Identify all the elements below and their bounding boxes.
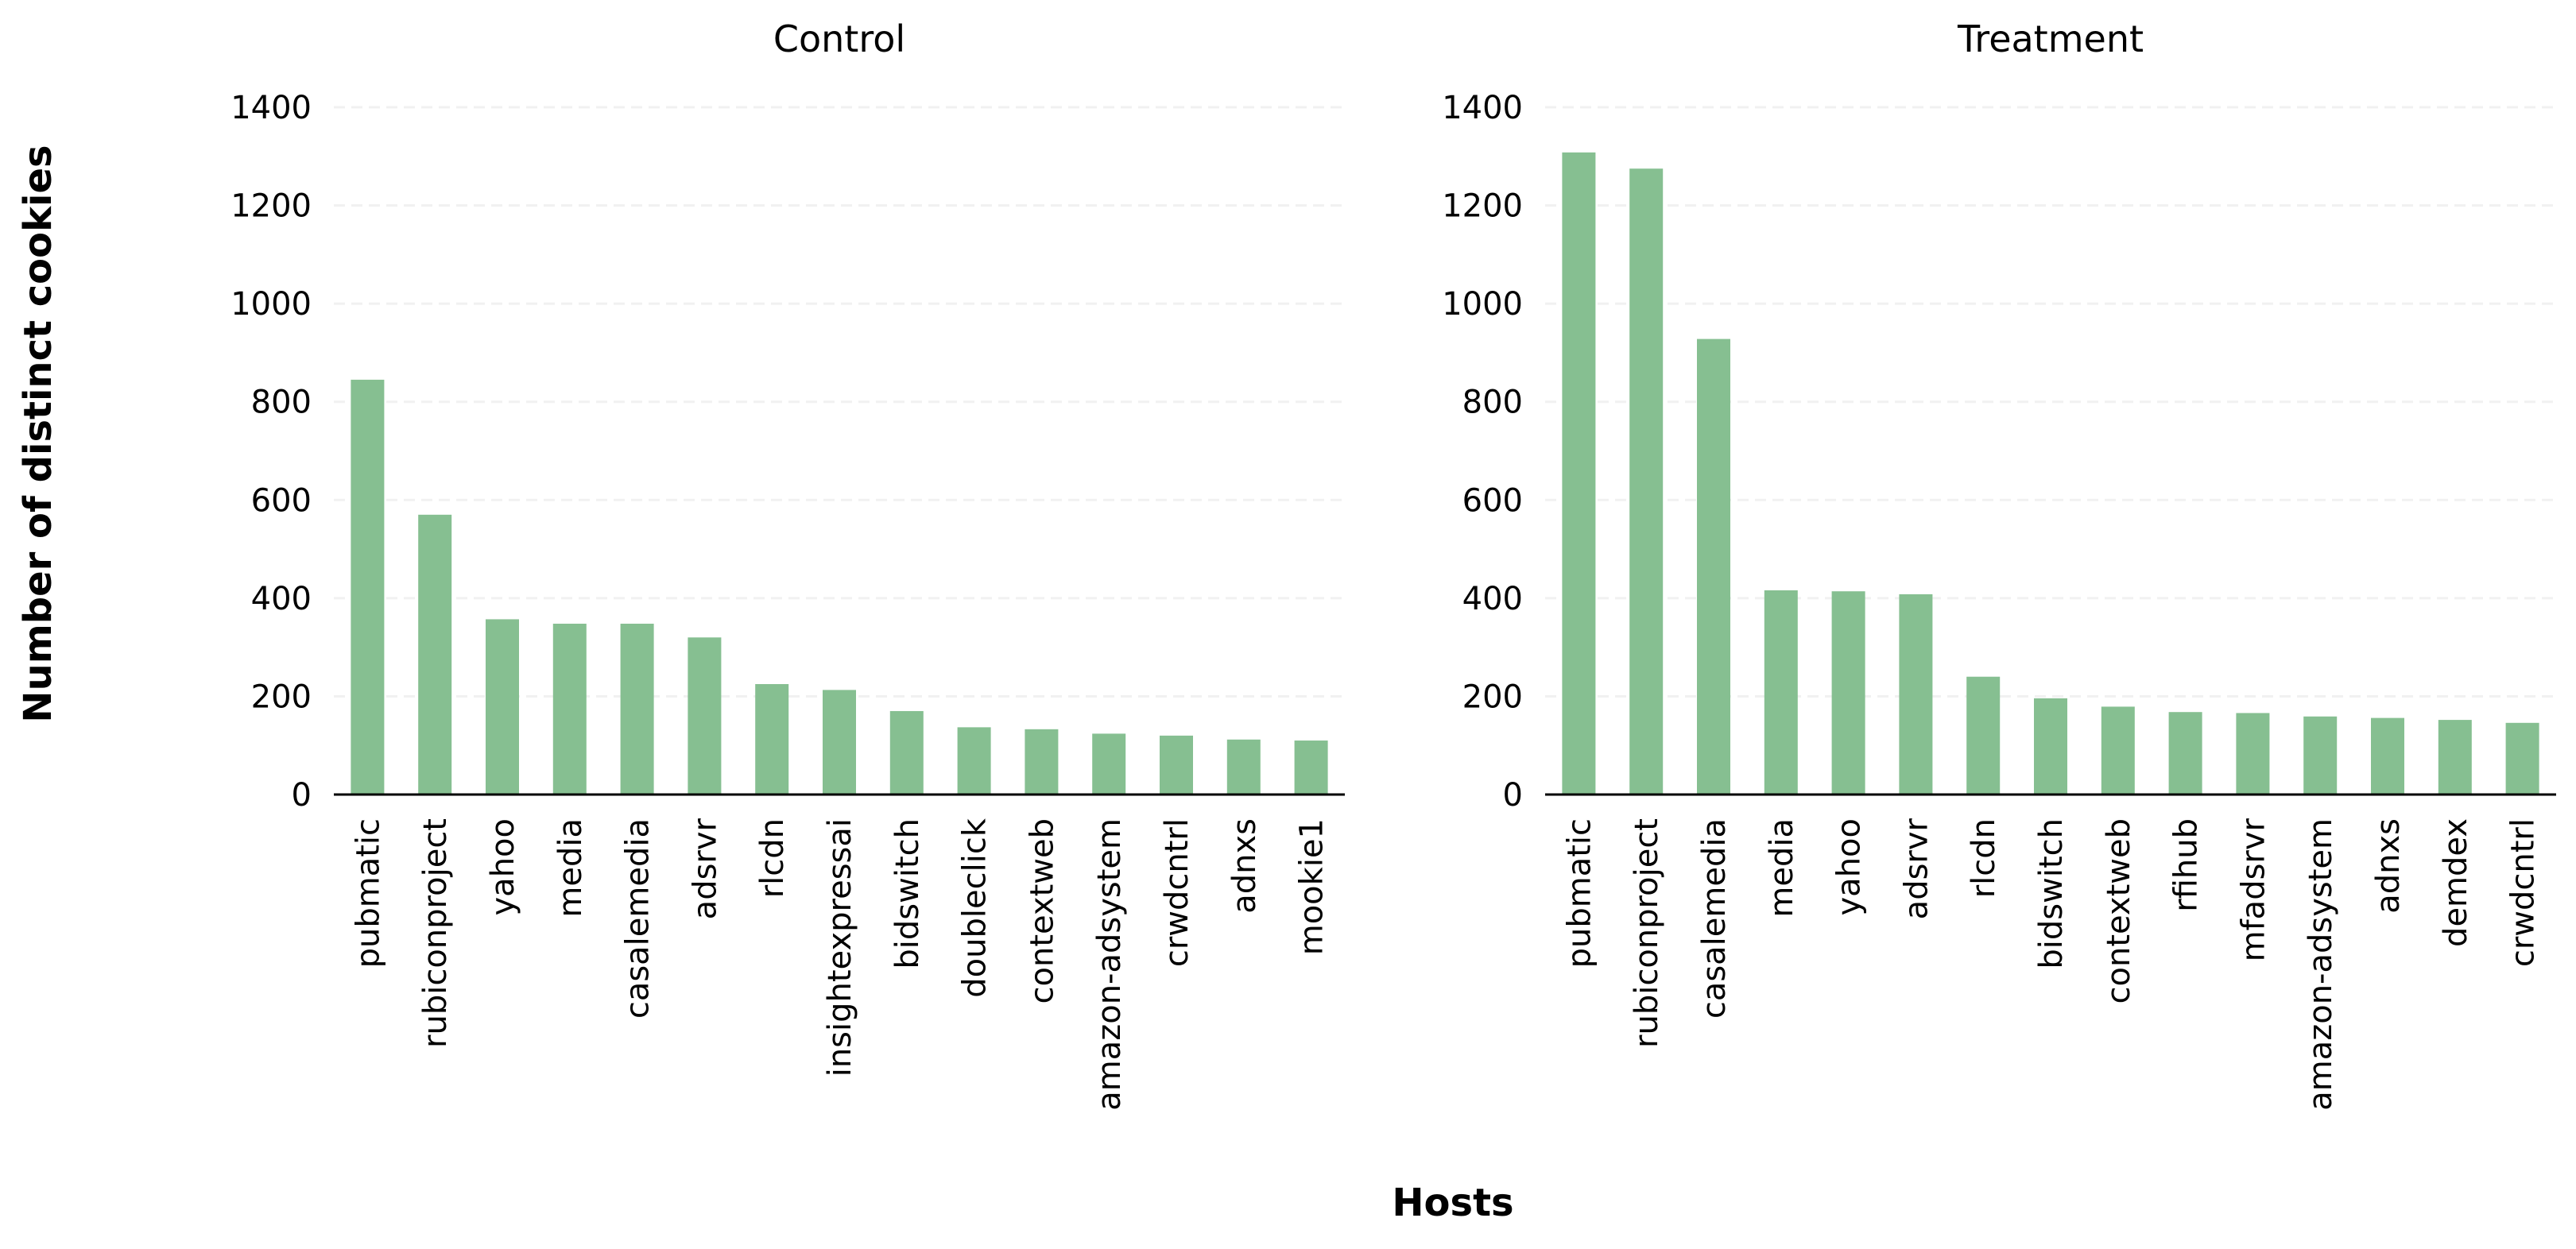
control-x-tick-label: mookie1 <box>1294 818 1331 955</box>
control-x-tick-label: amazon-adsystem <box>1091 818 1128 1111</box>
control-bar-adnxs <box>1226 739 1261 795</box>
control-bar-insightexpressai <box>823 690 856 795</box>
control-bar-crwdcntrl <box>1160 735 1193 795</box>
control-bar-rlcdn <box>755 683 789 795</box>
treatment-y-tick-label: 600 <box>1462 482 1523 519</box>
control-x-tick-label: doubleclick <box>957 818 994 998</box>
treatment-x-tick-label: rubiconproject <box>1629 818 1665 1048</box>
control-bar-doubleclick <box>957 727 991 795</box>
control-y-tick-label: 1400 <box>230 90 312 126</box>
treatment-bar-rlcdn <box>1966 676 2001 795</box>
treatment-bar-media <box>1764 590 1798 795</box>
treatment-bar-adnxs <box>2371 717 2404 795</box>
control-x-tick-label: insightexpressai <box>822 818 858 1077</box>
control-x-tick-label: crwdcntrl <box>1159 818 1195 967</box>
control-x-tick-label: adsrvr <box>687 818 723 919</box>
control-y-tick-label: 400 <box>251 581 312 617</box>
control-x-tick-label: yahoo <box>485 818 521 915</box>
treatment-x-tick-label: pubmatic <box>1561 818 1598 968</box>
treatment-x-tick-label: crwdcntrl <box>2505 818 2542 967</box>
figure-x-axis-label: Hosts <box>1392 1181 1513 1225</box>
control-chart-title: Control <box>773 17 905 60</box>
treatment-bar-rubiconproject <box>1629 168 1664 795</box>
control-x-tick-label: contextweb <box>1024 818 1060 1003</box>
control-bar-pubmatic <box>351 379 385 795</box>
treatment-bar-demdex <box>2438 720 2472 795</box>
treatment-y-tick-label: 200 <box>1462 679 1523 715</box>
treatment-x-tick-label: bidswitch <box>2033 818 2070 969</box>
treatment-y-tick-label: 0 <box>1503 777 1523 814</box>
control-y-tick-label: 1200 <box>230 188 312 225</box>
treatment-x-tick-label: yahoo <box>1831 818 1868 915</box>
treatment-bar-rfihub <box>2168 712 2202 795</box>
control-y-tick-label: 1000 <box>230 286 312 323</box>
control-y-tick-label: 800 <box>251 385 312 421</box>
treatment-bar-pubmatic <box>1562 152 1596 795</box>
treatment-bar-bidswitch <box>2034 698 2067 795</box>
control-x-tick-label: pubmatic <box>350 818 386 968</box>
control-x-tick-label: casalemedia <box>620 818 657 1019</box>
control-y-tick-label: 0 <box>292 777 312 814</box>
treatment-y-tick-label: 800 <box>1462 385 1523 421</box>
control-bar-bidswitch <box>889 710 924 795</box>
control-panel: Control 0 200 400 600 800 1000 1200 1400 pubmatic… <box>230 17 1345 1111</box>
treatment-x-tick-label: casalemedia <box>1696 818 1733 1019</box>
treatment-y-tick-label: 1400 <box>1442 90 1523 126</box>
control-x-tick-label: media <box>552 818 589 918</box>
control-bar-adsrvr <box>688 637 722 795</box>
control-x-tick-label: rubiconproject <box>417 818 454 1048</box>
control-x-tick-label: rlcdn <box>754 818 791 898</box>
control-bar-mookie1 <box>1294 741 1328 795</box>
control-y-tick-label: 200 <box>251 679 312 715</box>
treatment-x-tick-label: rlcdn <box>1966 818 2002 898</box>
treatment-bar-adsrvr <box>1899 594 1933 795</box>
control-x-tick-label: bidswitch <box>889 818 926 969</box>
treatment-bar-crwdcntrl <box>2505 722 2539 795</box>
control-bar-casalemedia <box>620 623 654 795</box>
control-y-tick-label: 600 <box>251 482 312 519</box>
control-bar-rubiconproject <box>418 514 452 795</box>
treatment-bar-mfadsrvr <box>2236 713 2270 795</box>
treatment-x-tick-label: amazon-adsystem <box>2303 818 2339 1111</box>
control-bar-contextweb <box>1025 729 1059 795</box>
treatment-x-tick-label: demdex <box>2438 818 2474 947</box>
treatment-y-tick-label: 400 <box>1462 581 1523 617</box>
treatment-x-tick-label: adsrvr <box>1898 818 1935 919</box>
treatment-x-tick-label: mfadsrvr <box>2235 818 2272 961</box>
treatment-panel: Treatment 0 200 400 600 800 1000 1200 1400 pubmat… <box>1442 17 2556 1111</box>
treatment-y-tick-label: 1200 <box>1442 188 1523 225</box>
control-x-tick-label: adnxs <box>1226 818 1263 914</box>
treatment-x-tick-label: adnxs <box>2370 818 2407 914</box>
treatment-x-tick-label: rfihub <box>2168 818 2205 912</box>
figure-y-axis-label: Number of distinct cookies <box>16 145 60 722</box>
treatment-bar-contextweb <box>2101 706 2135 795</box>
treatment-bar-amazon-adsystem <box>2303 716 2338 795</box>
control-bar-media <box>552 623 587 795</box>
control-bar-yahoo <box>486 619 519 795</box>
treatment-bar-yahoo <box>1831 591 1865 795</box>
treatment-chart-title: Treatment <box>1957 17 2144 60</box>
treatment-bar-casalemedia <box>1697 338 1730 795</box>
treatment-y-tick-label: 1000 <box>1442 286 1523 323</box>
treatment-x-tick-label: media <box>1764 818 1800 918</box>
control-bar-amazon-adsystem <box>1092 733 1126 795</box>
treatment-x-tick-label: contextweb <box>2101 818 2137 1003</box>
